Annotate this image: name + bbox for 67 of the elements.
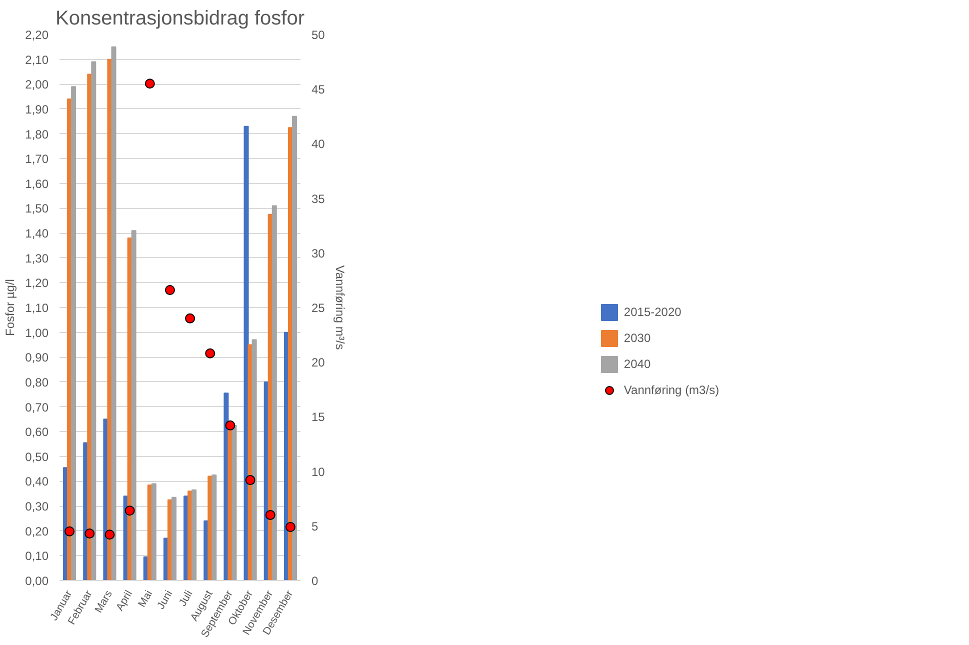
legend-label: 2040 <box>624 357 651 371</box>
y-tick-label: 0,90 <box>25 350 49 365</box>
y-tick-label: 0,10 <box>25 549 49 564</box>
point <box>84 528 95 539</box>
point <box>185 313 196 324</box>
point <box>144 78 155 89</box>
y-tick-label: 2,10 <box>25 52 49 67</box>
bar <box>111 46 116 580</box>
bar <box>212 474 217 580</box>
y-tick-label: 0,00 <box>25 574 49 588</box>
y-tick-label: 1,20 <box>25 276 49 290</box>
point <box>205 348 216 358</box>
bar <box>171 496 176 580</box>
y-axis-title: Fosfor µg/l <box>3 279 18 336</box>
point <box>124 506 135 516</box>
bar <box>272 205 277 580</box>
bar <box>292 116 297 580</box>
point <box>225 420 236 430</box>
bar <box>252 339 257 580</box>
y-tick-label: 1,00 <box>25 326 49 340</box>
y-tick-label: 0,30 <box>25 500 49 514</box>
y-tick-label: 0,70 <box>25 400 49 414</box>
y-tick-label: 1,70 <box>25 152 49 166</box>
point <box>285 522 296 532</box>
legend-label: 2030 <box>624 331 651 345</box>
y2-tick-label: 50 <box>312 28 326 42</box>
y-tick-label: 0,50 <box>25 450 49 464</box>
y2-axis-title: Vannføring m³/s <box>332 265 347 350</box>
legend-label: 2015-2020 <box>624 305 682 319</box>
y2-tick-label: 20 <box>312 356 326 370</box>
point <box>64 526 75 536</box>
bar <box>151 483 156 580</box>
y2-tick-label: 5 <box>312 519 318 534</box>
chart-title: Konsentrasjonsbidrag fosfor <box>55 8 305 30</box>
y-tick-label: 0,40 <box>25 474 49 489</box>
y-tick-label: 1,50 <box>25 202 49 216</box>
point <box>104 530 115 540</box>
bar <box>131 230 136 580</box>
bar <box>192 489 197 580</box>
y-tick-label: 1,10 <box>25 301 49 315</box>
y2-tick-label: 0 <box>312 574 318 588</box>
y-tick-label: 1,80 <box>25 127 49 142</box>
y-tick-label: 1,90 <box>25 102 49 116</box>
y-tick-label: 2,20 <box>25 28 49 42</box>
y-tick-label: 1,40 <box>25 226 49 241</box>
y2-tick-label: 45 <box>312 82 326 97</box>
y2-tick-label: 35 <box>312 192 326 206</box>
y2-tick-label: 15 <box>312 410 326 424</box>
y-tick-label: 0,20 <box>25 524 49 538</box>
x-tick-label: Juli <box>176 588 196 608</box>
bar <box>232 424 237 580</box>
bar <box>71 86 76 580</box>
legend-label: Vannføring (m3/s) <box>624 383 720 397</box>
bar <box>91 61 96 580</box>
y-tick-label: 0,80 <box>25 375 49 390</box>
x-tick-label: Mai <box>136 588 156 610</box>
y2-tick-label: 30 <box>312 246 326 260</box>
y-tick-label: 2,00 <box>25 78 49 92</box>
point <box>164 285 175 296</box>
y-tick-label: 1,60 <box>25 176 49 191</box>
y2-tick-label: 25 <box>312 301 326 315</box>
y2-tick-label: 40 <box>312 137 326 152</box>
y-tick-label: 1,30 <box>25 251 49 266</box>
y-tick-label: 0,60 <box>25 425 49 440</box>
point <box>265 510 276 520</box>
y2-tick-label: 10 <box>312 464 326 479</box>
point <box>245 475 256 486</box>
